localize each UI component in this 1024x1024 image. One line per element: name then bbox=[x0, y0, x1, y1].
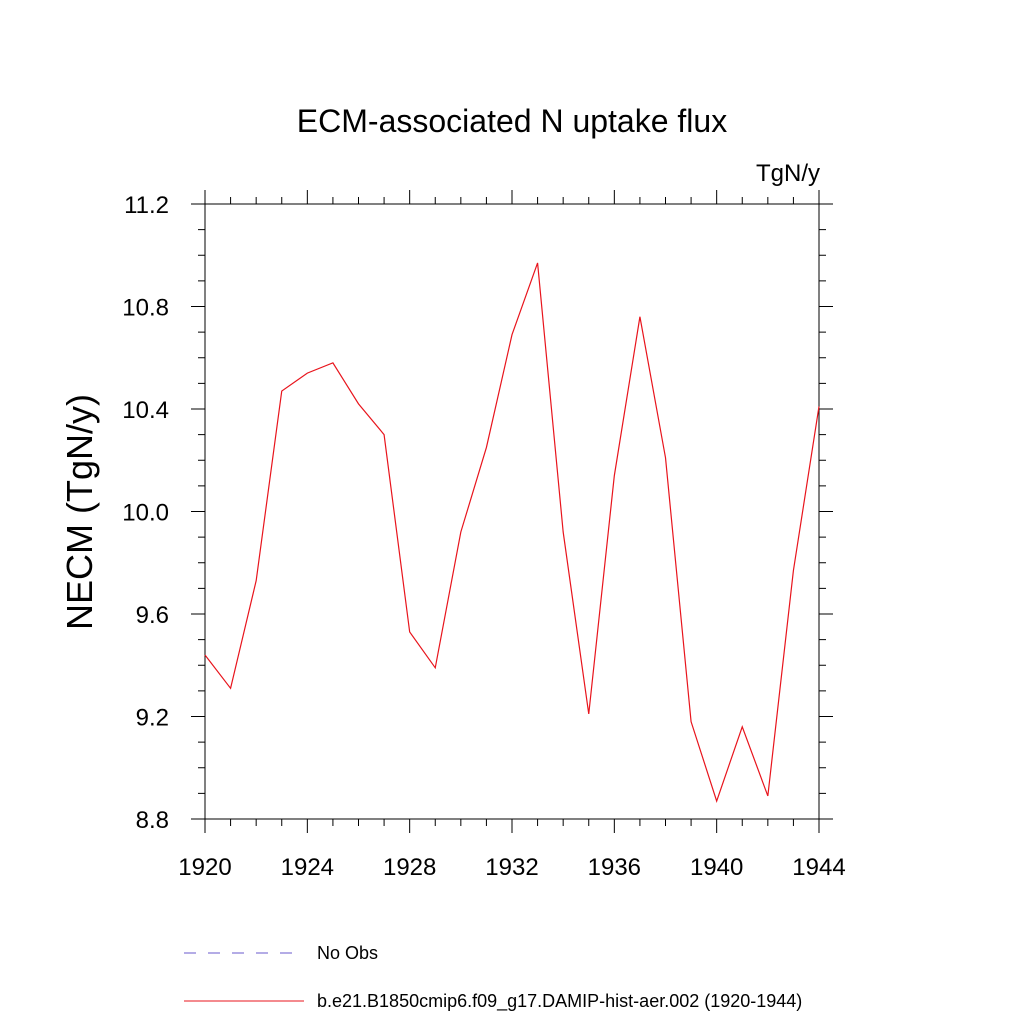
x-tick-label: 1940 bbox=[690, 854, 743, 881]
y-axis-ticks: 8.8 9.2 9.6 10.0 10.4 10.8 11.2 bbox=[122, 192, 833, 834]
x-tick-label: 1920 bbox=[178, 854, 231, 881]
y-tick-label: 10.0 bbox=[122, 500, 169, 527]
series-layer bbox=[204, 262, 820, 803]
x-tick-label: 1924 bbox=[281, 854, 334, 881]
series-line-1 bbox=[204, 262, 820, 803]
chart-title: ECM-associated N uptake flux bbox=[297, 103, 727, 139]
legend: No Obs b.e21.B1850cmip6.f09_g17.DAMIP-hi… bbox=[184, 943, 802, 1012]
y-tick-label: 9.2 bbox=[136, 705, 169, 732]
plot-frame bbox=[204, 203, 820, 820]
y-tick-label: 10.8 bbox=[122, 295, 169, 322]
y-tick-label: 8.8 bbox=[136, 807, 169, 834]
y-tick-label: 9.6 bbox=[136, 602, 169, 629]
x-tick-label: 1928 bbox=[383, 854, 436, 881]
x-tick-label: 1944 bbox=[792, 854, 845, 881]
units-label: TgN/y bbox=[756, 160, 820, 187]
legend-label-model-run: b.e21.B1850cmip6.f09_g17.DAMIP-hist-aer.… bbox=[317, 991, 802, 1012]
x-tick-label: 1936 bbox=[588, 854, 641, 881]
x-axis-ticks: 1920 1924 1928 1932 1936 1940 1944 bbox=[178, 190, 846, 881]
x-tick-label: 1932 bbox=[485, 854, 538, 881]
plot-border bbox=[204, 203, 820, 820]
y-axis-label: NECM (TgN/y) bbox=[59, 394, 100, 630]
y-tick-label: 10.4 bbox=[122, 397, 169, 424]
y-tick-label: 11.2 bbox=[124, 192, 169, 219]
legend-label-no-obs: No Obs bbox=[317, 943, 378, 963]
